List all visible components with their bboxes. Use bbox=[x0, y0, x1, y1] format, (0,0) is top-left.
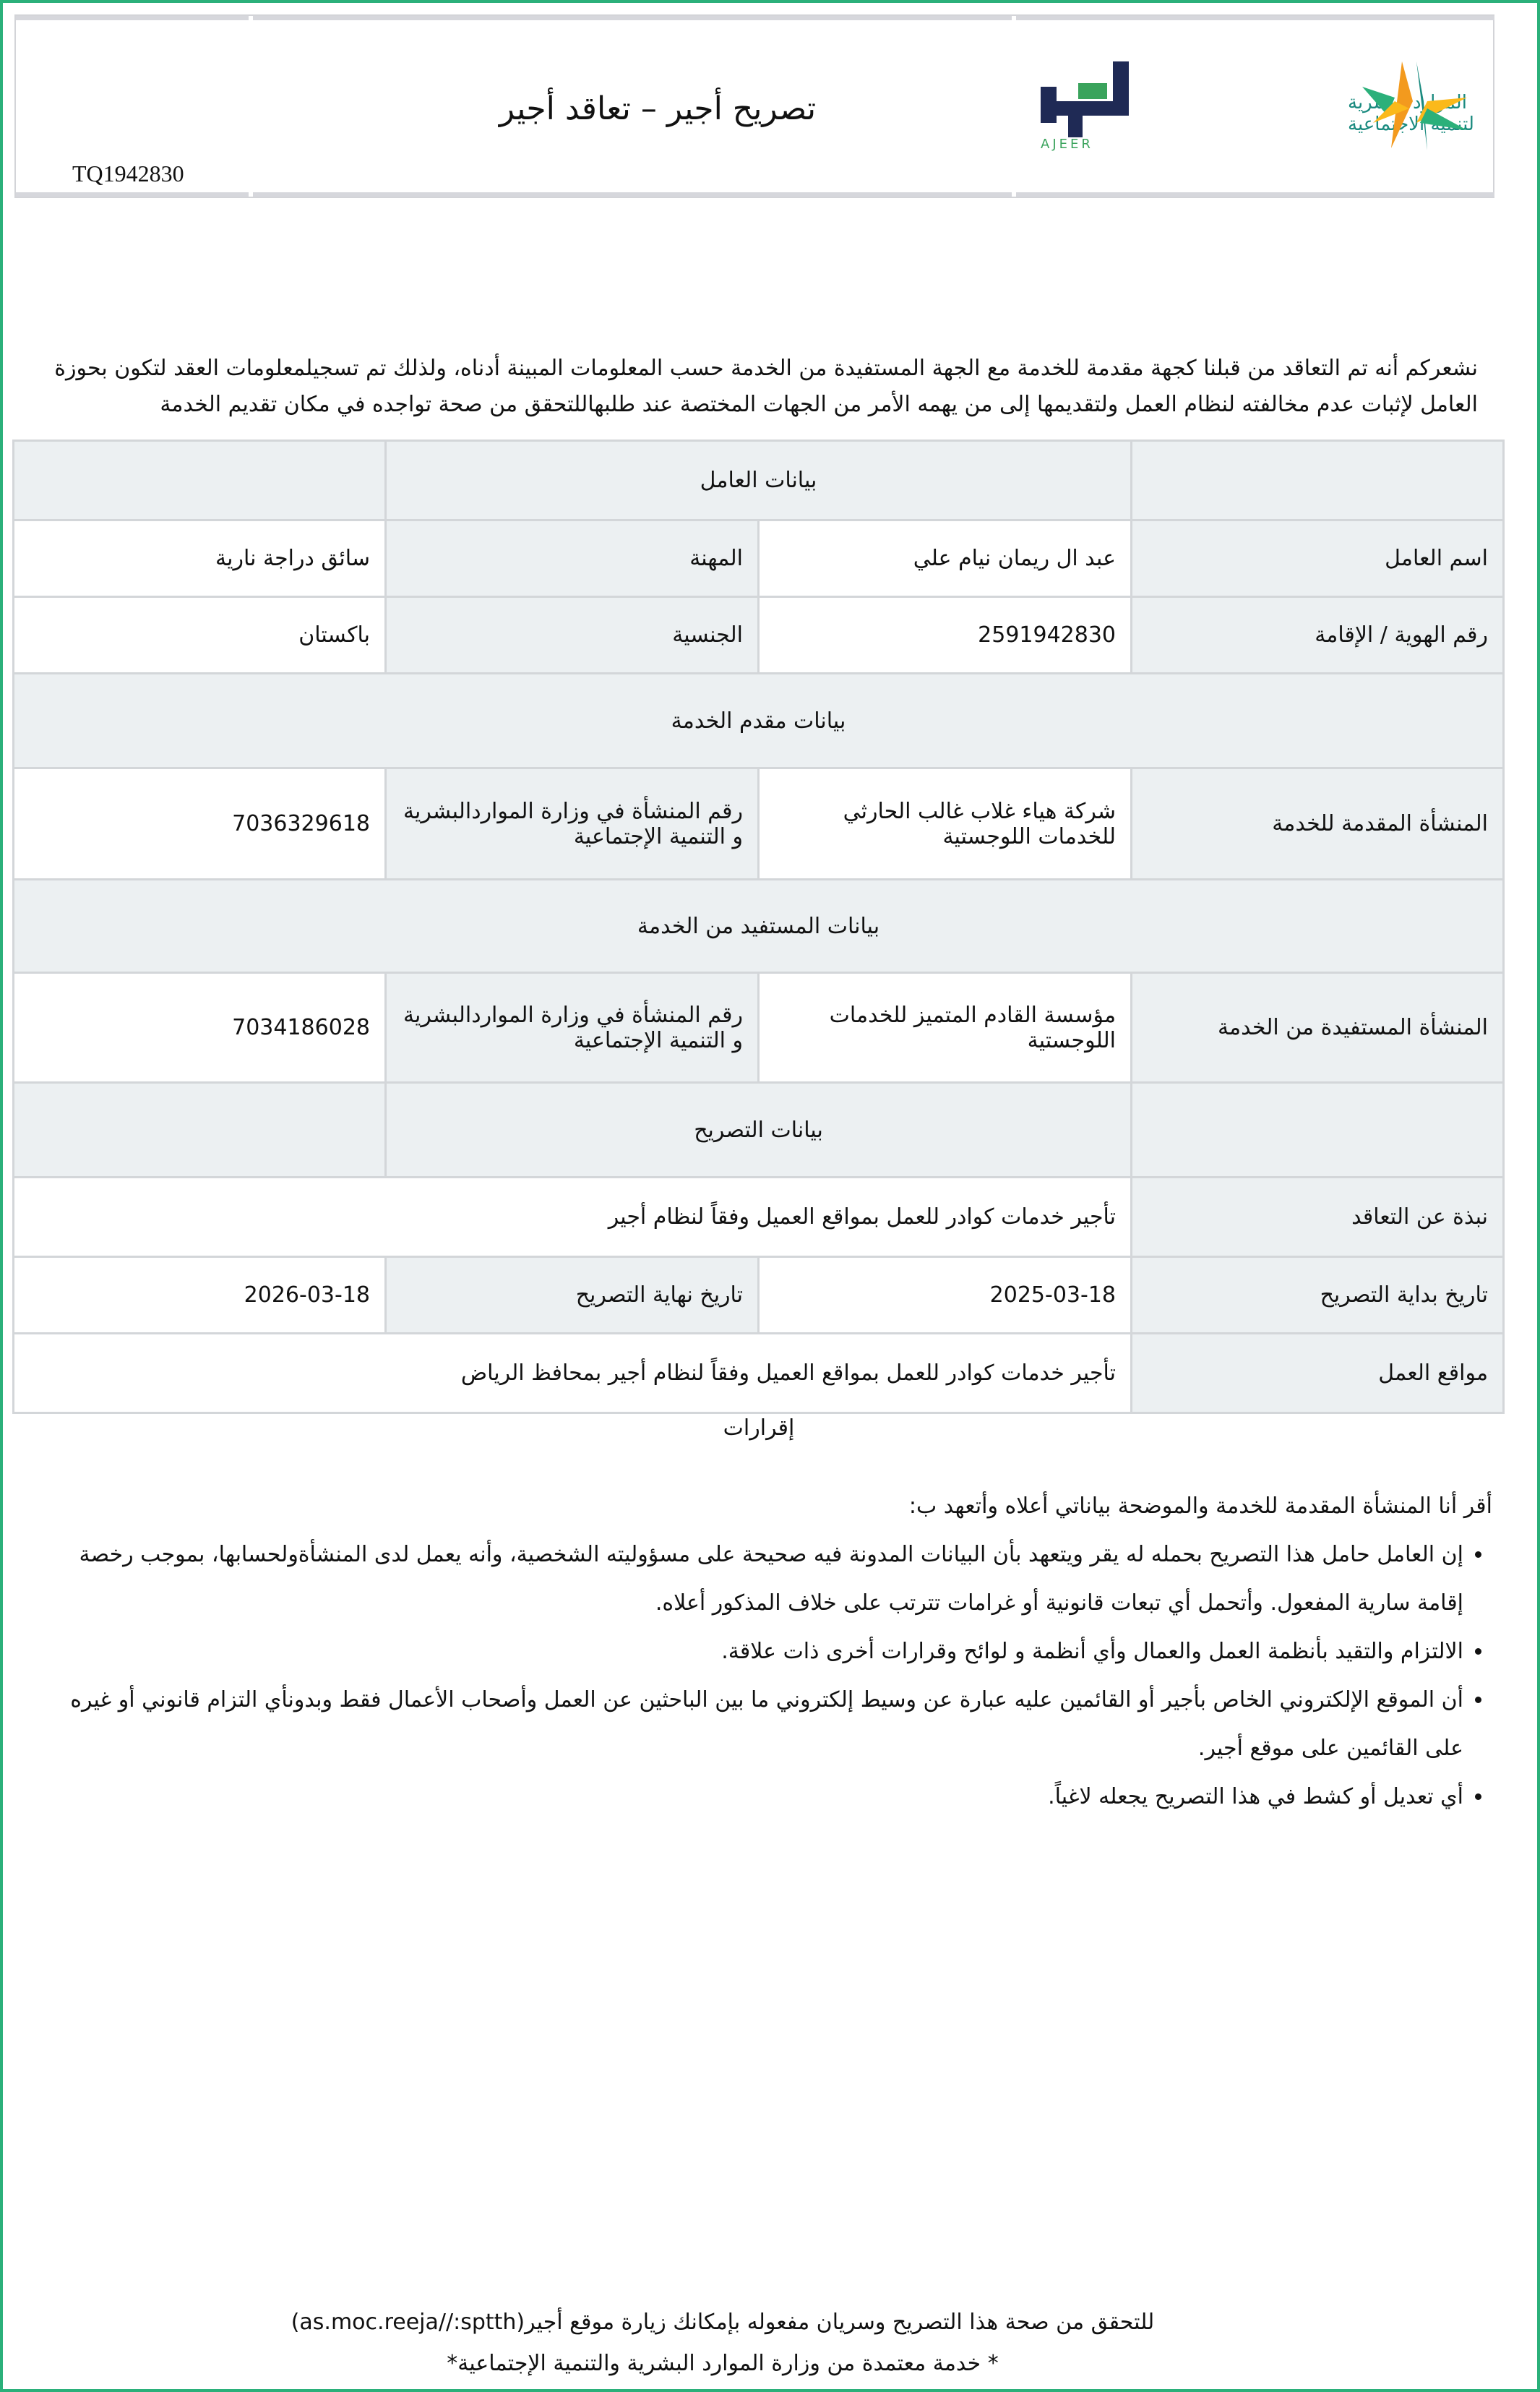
declaration-item: إن العامل حامل هذا التصريح بحمله له يقر … bbox=[43, 1530, 1463, 1627]
worker-id: 2591942830 bbox=[757, 596, 1133, 674]
divider bbox=[16, 192, 249, 197]
svg-text:AJEER: AJEER bbox=[1041, 137, 1093, 152]
divider bbox=[253, 192, 1012, 197]
beneficiary-org-label: المنشأة المستفيدة من الخدمة bbox=[1130, 972, 1505, 1084]
ajeer-logo: AJEER bbox=[1041, 61, 1129, 152]
verification-note: للتحقق من صحة هذا التصريح وسريان مفعوله … bbox=[291, 2310, 1155, 2335]
declaration-item: الالتزام والتقيد بأنظمة العمل والعمال وأ… bbox=[43, 1627, 1463, 1676]
declarations-title: إقرارات bbox=[723, 1415, 795, 1441]
start-date-label: تاريخ بداية التصريح bbox=[1130, 1256, 1505, 1334]
profession: سائق دراجة نارية bbox=[12, 519, 387, 598]
declaration-item: أن الموقع الإلكتروني الخاص بأجير أو القا… bbox=[43, 1676, 1463, 1772]
section-cell bbox=[12, 1081, 387, 1178]
profession-label: المهنة bbox=[384, 519, 760, 598]
summary-label: نبذة عن التعاقد bbox=[1130, 1176, 1505, 1258]
document-header bbox=[14, 14, 1494, 198]
page-title: تصريح أجير – تعاقد أجير bbox=[499, 90, 817, 127]
provider-org: شركة هياء غلاب غالب الحارثي للخدمات اللو… bbox=[757, 767, 1133, 880]
divider bbox=[1016, 192, 1494, 197]
divider bbox=[16, 16, 249, 20]
section-permit: بيانات التصريح bbox=[384, 1081, 1133, 1178]
ministry-logo: الموارد البشرية والتنمية الاجتماعية bbox=[1348, 61, 1474, 150]
divider bbox=[253, 16, 1012, 20]
worker-name: عبد ال ريمان نيام علي bbox=[757, 519, 1133, 598]
section-worker: بيانات العامل bbox=[384, 440, 1133, 521]
declarations: أقر أنا المنشأة المقدمة للخدمة والموضحة … bbox=[43, 1482, 1492, 1821]
approval-note: * خدمة معتمدة من وزارة الموارد البشرية و… bbox=[447, 2351, 999, 2376]
provider-org-label: المنشأة المقدمة للخدمة bbox=[1130, 767, 1505, 880]
contract-summary: تأجير خدمات كوادر للعمل بمواقع العميل وف… bbox=[12, 1176, 1133, 1258]
section-provider: بيانات مقدم الخدمة bbox=[12, 672, 1505, 769]
section-cell bbox=[1130, 440, 1505, 521]
reference-number: TQ1942830 bbox=[72, 160, 184, 187]
nationality-label: الجنسية bbox=[384, 596, 760, 674]
beneficiary-number: 7034186028 bbox=[12, 972, 387, 1084]
end-date: 2026-03-18 bbox=[12, 1256, 387, 1334]
work-locations: تأجير خدمات كوادر للعمل بمواقع العميل وف… bbox=[12, 1332, 1133, 1414]
section-cell bbox=[12, 440, 387, 521]
nationality: باكستان bbox=[12, 596, 387, 674]
beneficiary-org: مؤسسة القادم المتميز للخدمات اللوجستية bbox=[757, 972, 1133, 1084]
declaration-item: أي تعديل أو كشط في هذا التصريح يجعله لاغ… bbox=[43, 1772, 1463, 1821]
provider-number: 7036329618 bbox=[12, 767, 387, 880]
start-date: 2025-03-18 bbox=[757, 1256, 1133, 1334]
beneficiary-number-label: رقم المنشأة في وزارة المواردالبشرية و ال… bbox=[384, 972, 760, 1084]
worker-name-label: اسم العامل bbox=[1130, 519, 1505, 598]
end-date-label: تاريخ نهاية التصريح bbox=[384, 1256, 760, 1334]
permit-details-table: بيانات العامل اسم العامل عبد ال ريمان ني… bbox=[12, 440, 1505, 1414]
intro-paragraph: نشعركم أنه تم التعاقد من قبلنا كجهة مقدم… bbox=[54, 356, 1478, 417]
id-label: رقم الهوية / الإقامة bbox=[1130, 596, 1505, 674]
divider bbox=[1016, 16, 1494, 20]
section-beneficiary: بيانات المستفيد من الخدمة bbox=[12, 878, 1505, 974]
locations-label: مواقع العمل bbox=[1130, 1332, 1505, 1414]
section-cell bbox=[1130, 1081, 1505, 1178]
declarations-intro: أقر أنا المنشأة المقدمة للخدمة والموضحة … bbox=[908, 1493, 1492, 1519]
provider-number-label: رقم المنشأة في وزارة المواردالبشرية و ال… bbox=[384, 767, 760, 880]
